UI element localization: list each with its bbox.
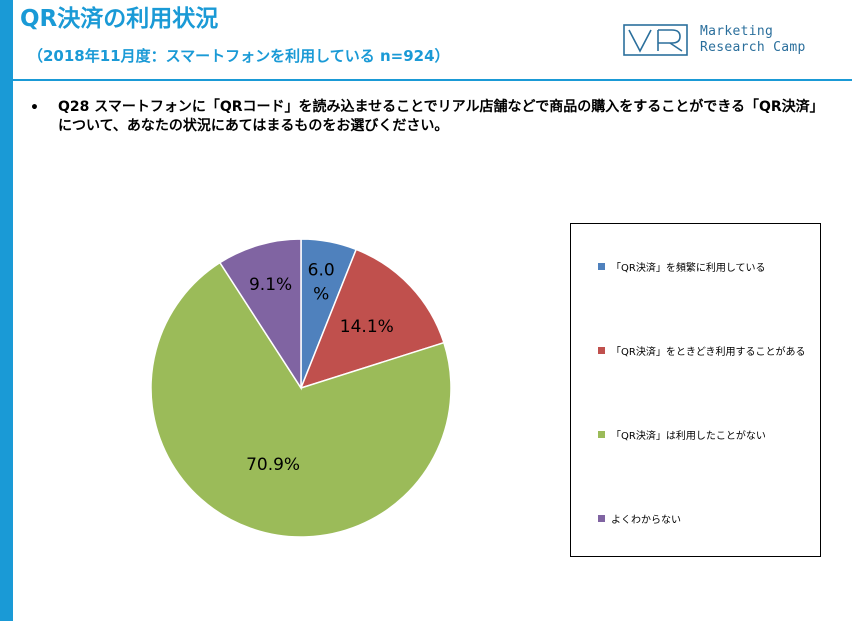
bullet-icon: • (30, 100, 39, 116)
legend-swatch (598, 263, 605, 270)
legend-label: 「QR決済」を頻繁に利用している (611, 263, 766, 274)
logo-text-line1: Marketing (700, 24, 774, 39)
page-title: QR決済の利用状況 (20, 6, 219, 32)
pie-data-labels: 6.0 %14.1% 70.9% 9.1% (246, 261, 394, 476)
pie-data-label: 9.1% (249, 275, 292, 295)
header-divider (13, 79, 852, 81)
legend-swatch (598, 347, 605, 354)
pie-data-label: 14.1% (340, 317, 394, 337)
legend-swatch (598, 431, 605, 438)
left-accent-bar (0, 0, 13, 621)
logo-text-line2: Research Camp (700, 40, 806, 55)
logo: Marketing Research Camp (623, 22, 852, 62)
legend-item: 「QR決済」を頻繁に利用している (598, 259, 766, 274)
pie-slice (218, 238, 302, 391)
legend-label: 「QR決済」をときどき利用することがある (611, 347, 806, 358)
legend-label: よくわからない (611, 515, 681, 526)
pie-slices (150, 238, 452, 538)
logo-text: Marketing Research Camp (700, 24, 852, 56)
legend-label: 「QR決済」は利用したことがない (611, 431, 766, 442)
pie-data-label: 6.0% (308, 261, 335, 305)
legend-item: よくわからない (598, 511, 681, 526)
pie-slice (150, 261, 452, 538)
legend-item: 「QR決済」をときどき利用することがある (598, 343, 806, 358)
legend-item: 「QR決済」は利用したことがない (598, 427, 766, 442)
question-text: Q28 スマートフォンに「QRコード」を読み込ませることでリアル店舗などで商品の… (58, 99, 817, 134)
page-subtitle: （2018年11月度：スマートフォンを利用している n=924） (28, 47, 450, 65)
chart-legend: 「QR決済」を頻繁に利用している 「QR決済」をときどき利用することがある 「Q… (570, 223, 821, 557)
vr-logo-icon (623, 24, 688, 56)
legend-swatch (598, 515, 605, 522)
pie-data-label: 70.9% (246, 455, 300, 475)
